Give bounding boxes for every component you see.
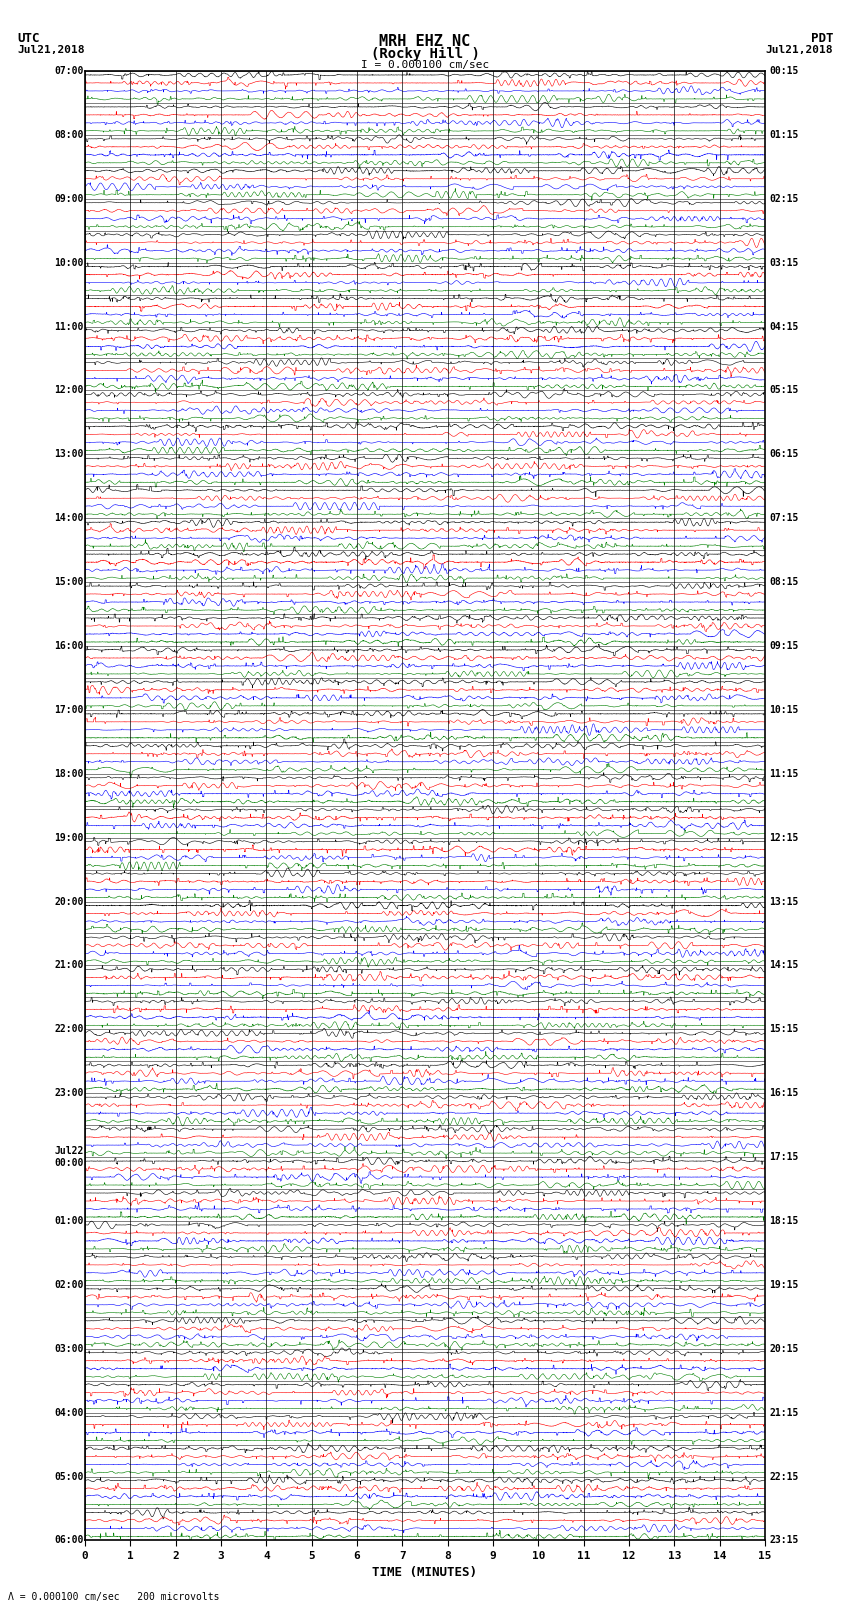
Text: 23:00: 23:00 bbox=[54, 1089, 83, 1098]
Text: 23:15: 23:15 bbox=[769, 1536, 799, 1545]
Text: MRH EHZ NC: MRH EHZ NC bbox=[379, 34, 471, 48]
Text: 18:15: 18:15 bbox=[769, 1216, 799, 1226]
Text: 22:00: 22:00 bbox=[54, 1024, 83, 1034]
Text: 21:15: 21:15 bbox=[769, 1408, 799, 1418]
Text: 16:15: 16:15 bbox=[769, 1089, 799, 1098]
X-axis label: TIME (MINUTES): TIME (MINUTES) bbox=[372, 1566, 478, 1579]
Text: 00:15: 00:15 bbox=[769, 66, 799, 76]
Text: 12:00: 12:00 bbox=[54, 386, 83, 395]
Text: 19:00: 19:00 bbox=[54, 832, 83, 842]
Text: 13:15: 13:15 bbox=[769, 897, 799, 907]
Text: 03:00: 03:00 bbox=[54, 1344, 83, 1353]
Text: 04:00: 04:00 bbox=[54, 1408, 83, 1418]
Text: 08:15: 08:15 bbox=[769, 577, 799, 587]
Text: Jul22
00:00: Jul22 00:00 bbox=[54, 1147, 83, 1168]
Text: 20:15: 20:15 bbox=[769, 1344, 799, 1353]
Text: 05:15: 05:15 bbox=[769, 386, 799, 395]
Text: 11:00: 11:00 bbox=[54, 321, 83, 332]
Text: 06:15: 06:15 bbox=[769, 450, 799, 460]
Text: 15:15: 15:15 bbox=[769, 1024, 799, 1034]
Text: UTC: UTC bbox=[17, 32, 39, 45]
Text: 11:15: 11:15 bbox=[769, 769, 799, 779]
Text: 20:00: 20:00 bbox=[54, 897, 83, 907]
Text: 19:15: 19:15 bbox=[769, 1279, 799, 1290]
Text: 15:00: 15:00 bbox=[54, 577, 83, 587]
Text: 01:00: 01:00 bbox=[54, 1216, 83, 1226]
Text: 03:15: 03:15 bbox=[769, 258, 799, 268]
Text: 10:00: 10:00 bbox=[54, 258, 83, 268]
Text: 05:00: 05:00 bbox=[54, 1471, 83, 1481]
Text: 21:00: 21:00 bbox=[54, 960, 83, 971]
Text: Jul21,2018: Jul21,2018 bbox=[17, 45, 84, 55]
Text: 22:15: 22:15 bbox=[769, 1471, 799, 1481]
Text: 13:00: 13:00 bbox=[54, 450, 83, 460]
Text: I = 0.000100 cm/sec: I = 0.000100 cm/sec bbox=[361, 60, 489, 69]
Text: 18:00: 18:00 bbox=[54, 769, 83, 779]
Text: 04:15: 04:15 bbox=[769, 321, 799, 332]
Text: 02:00: 02:00 bbox=[54, 1279, 83, 1290]
Text: 01:15: 01:15 bbox=[769, 131, 799, 140]
Text: 16:00: 16:00 bbox=[54, 640, 83, 652]
Text: Λ = 0.000100 cm/sec   200 microvolts: Λ = 0.000100 cm/sec 200 microvolts bbox=[8, 1592, 220, 1602]
Text: Jul21,2018: Jul21,2018 bbox=[766, 45, 833, 55]
Text: 06:00: 06:00 bbox=[54, 1536, 83, 1545]
Text: 07:15: 07:15 bbox=[769, 513, 799, 523]
Text: 08:00: 08:00 bbox=[54, 131, 83, 140]
Text: 09:00: 09:00 bbox=[54, 194, 83, 203]
Text: 10:15: 10:15 bbox=[769, 705, 799, 715]
Text: 17:00: 17:00 bbox=[54, 705, 83, 715]
Text: 07:00: 07:00 bbox=[54, 66, 83, 76]
Text: 14:00: 14:00 bbox=[54, 513, 83, 523]
Text: 02:15: 02:15 bbox=[769, 194, 799, 203]
Text: PDT: PDT bbox=[811, 32, 833, 45]
Text: 14:15: 14:15 bbox=[769, 960, 799, 971]
Text: 09:15: 09:15 bbox=[769, 640, 799, 652]
Text: (Rocky Hill ): (Rocky Hill ) bbox=[371, 47, 479, 61]
Text: 17:15: 17:15 bbox=[769, 1152, 799, 1161]
Text: 12:15: 12:15 bbox=[769, 832, 799, 842]
